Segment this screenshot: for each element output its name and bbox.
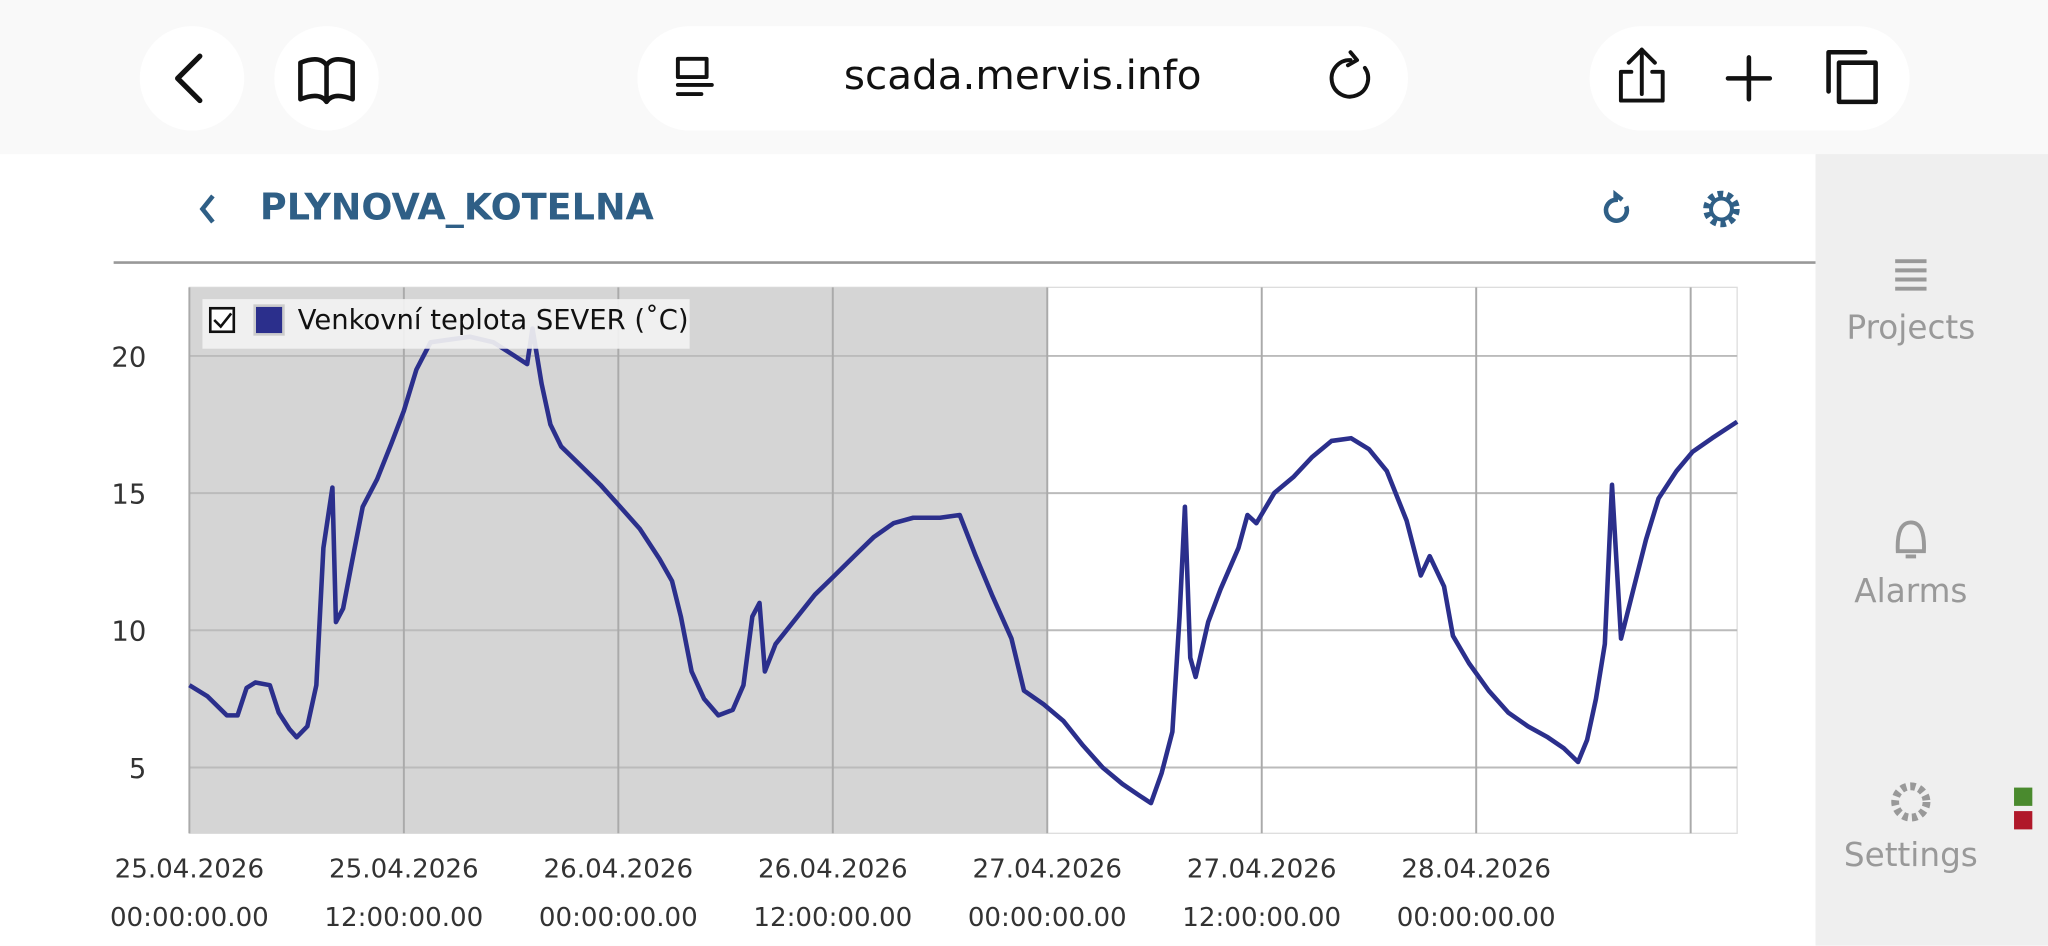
nav-projects[interactable]: Projects <box>1846 308 1976 347</box>
gear-icon-inner <box>1709 196 1734 222</box>
page-title: PLYNOVA_KOTELNA <box>259 185 654 229</box>
series-line <box>188 326 1739 806</box>
status-red <box>2014 811 2033 830</box>
x-tick-label: 25.04.2026 12:00:00.00 <box>324 852 484 933</box>
x-tick-label: 27.04.2026 12:00:00.00 <box>1182 852 1342 933</box>
x-tick-label: 25.04.2026 00:00:00.00 <box>109 852 269 933</box>
refresh-icon[interactable] <box>1603 189 1630 223</box>
url-bar[interactable] <box>637 26 1408 131</box>
alarms-icon <box>1895 520 1926 559</box>
settings-icon <box>1891 782 1931 822</box>
y-tick-label: 10 <box>111 617 146 648</box>
projects-icon <box>1895 259 1927 291</box>
legend-label: Venkovní teplota SEVER (˚C) <box>298 305 689 336</box>
icons <box>175 47 1878 105</box>
back-button[interactable] <box>139 26 245 131</box>
y-tick-label: 15 <box>111 480 146 511</box>
legend-swatch <box>253 304 285 336</box>
nav-alarms[interactable]: Alarms <box>1854 572 1968 610</box>
x-tick-label: 27.04.2026 00:00:00.00 <box>967 852 1127 933</box>
status-green <box>2014 787 2033 806</box>
x-tick-label: 26.04.2026 00:00:00.00 <box>538 852 698 933</box>
y-tick-label: 20 <box>111 342 146 373</box>
legend-check <box>213 312 233 329</box>
sidebar <box>1815 154 2048 946</box>
nav-back[interactable] <box>199 194 215 224</box>
gear-icon[interactable] <box>1703 190 1740 228</box>
url: scada.mervis.info <box>843 52 1202 100</box>
x-tick-label: 26.04.2026 12:00:00.00 <box>753 852 913 933</box>
y-tick-label: 5 <box>129 754 146 785</box>
legend-checkbox <box>208 306 236 334</box>
x-tick-label: 28.04.2026 00:00:00.00 <box>1396 852 1556 933</box>
nav-settings[interactable]: Settings <box>1843 835 1978 874</box>
